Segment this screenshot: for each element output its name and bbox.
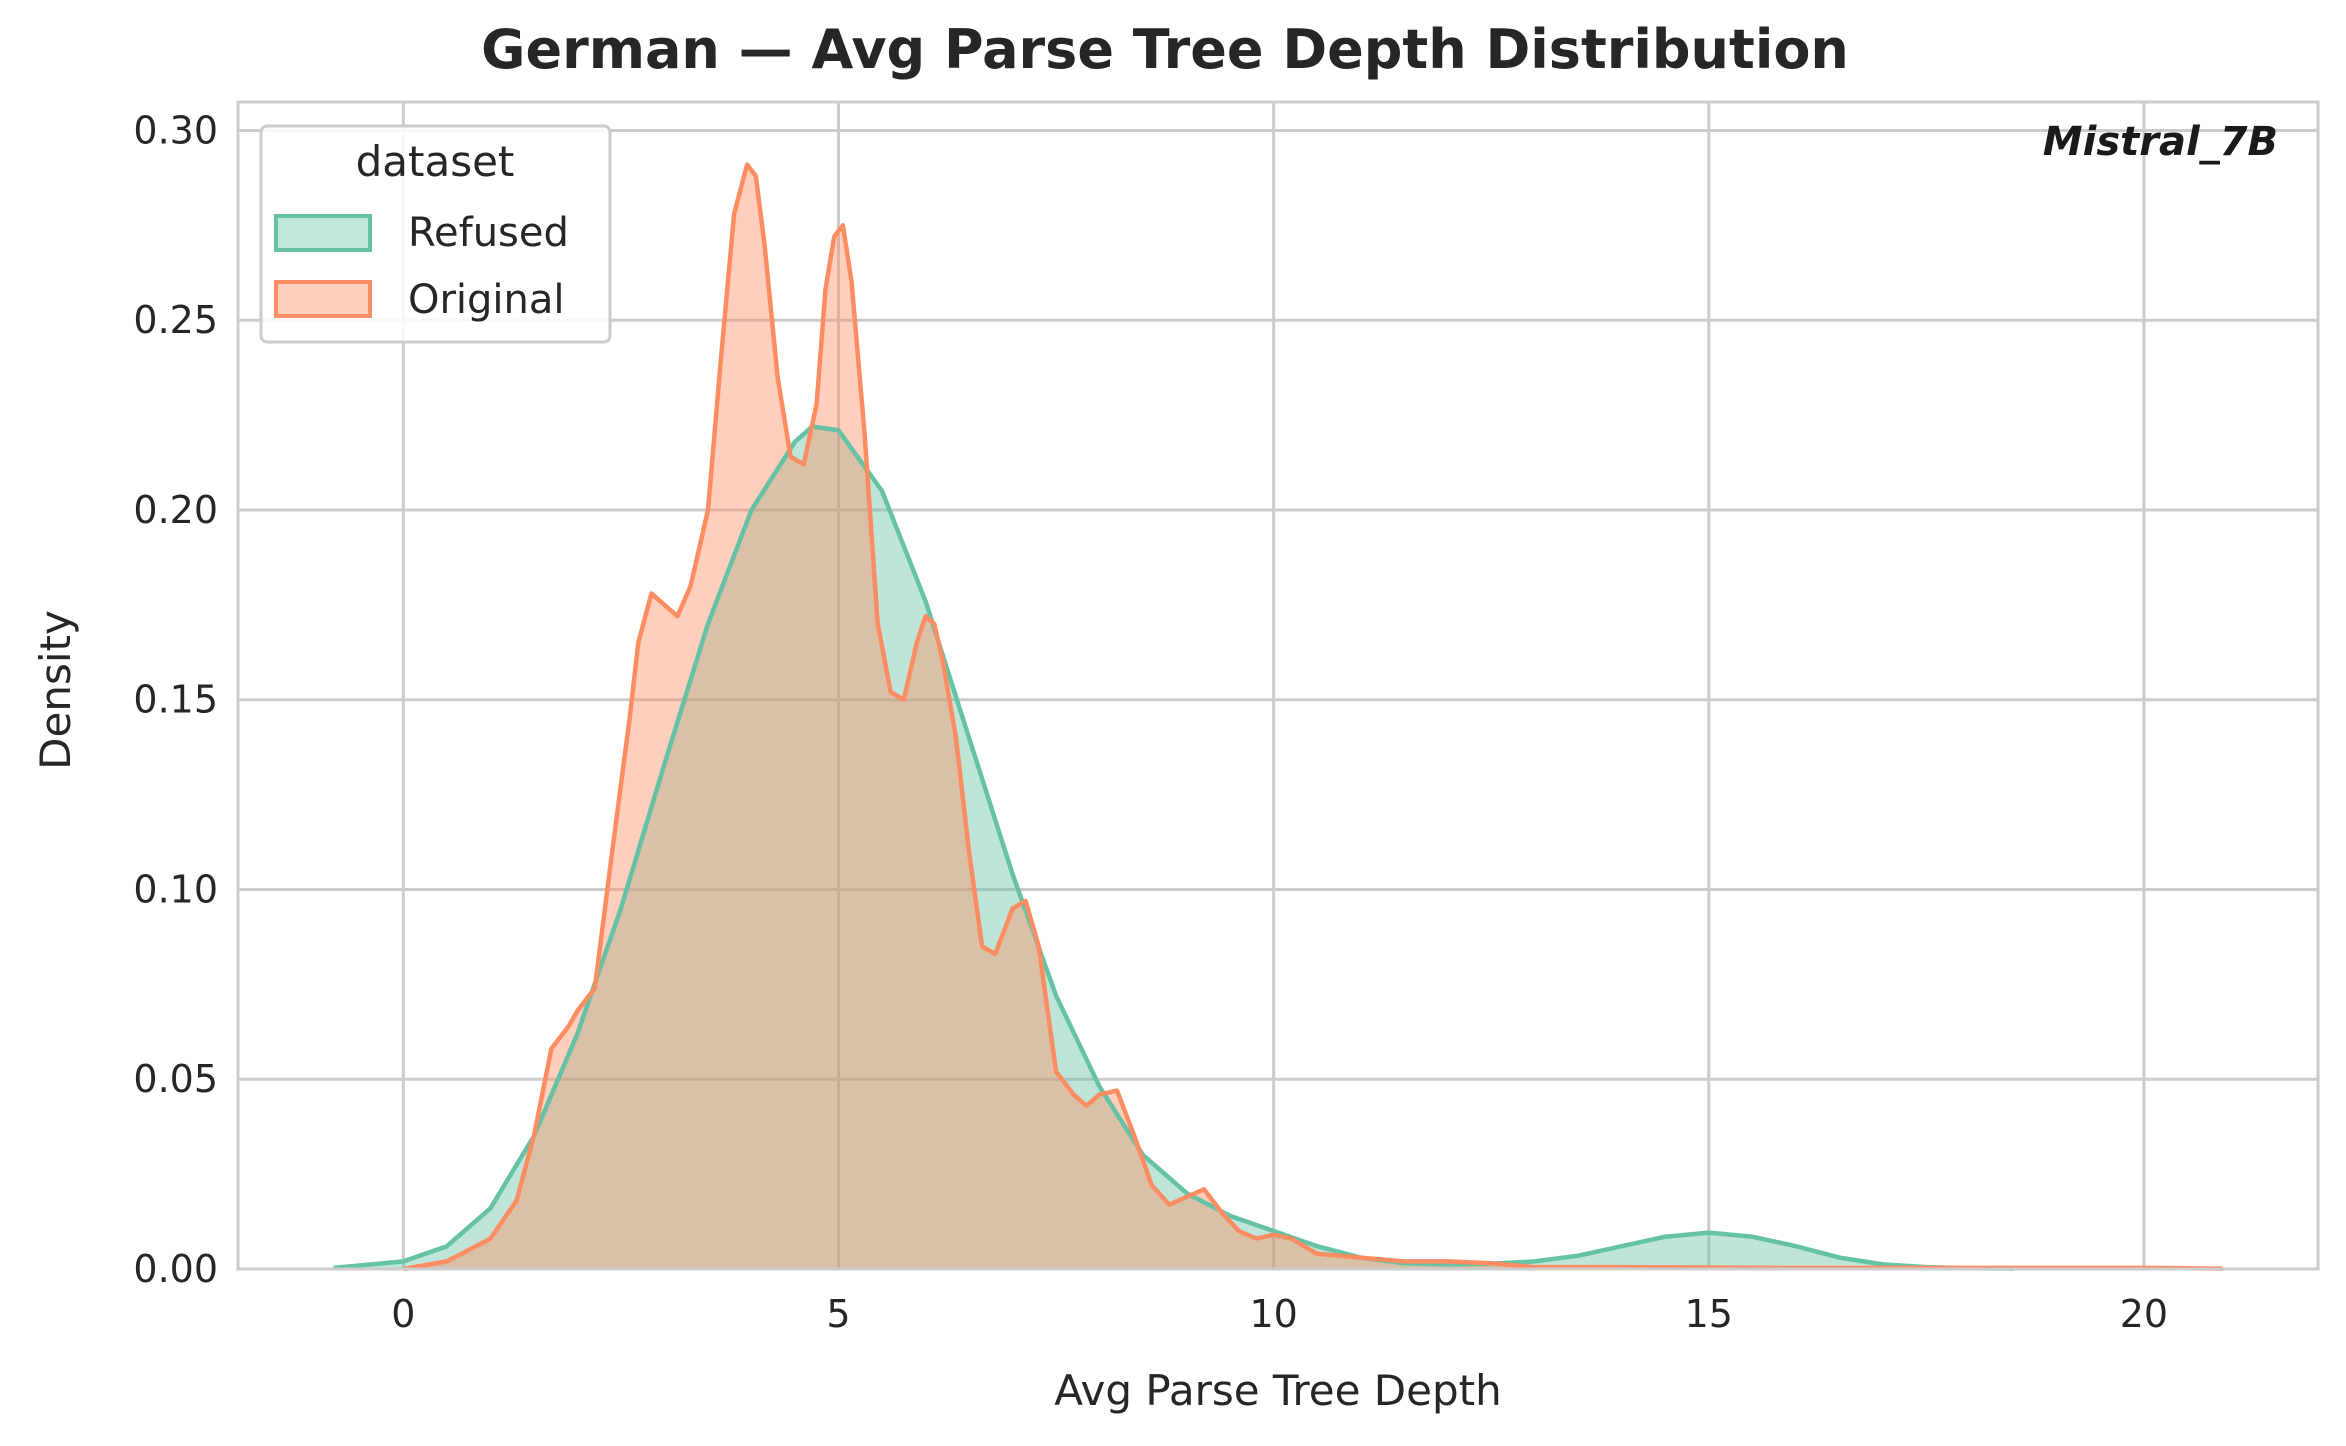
density-area-original — [403, 164, 2223, 1270]
y-tick-label: 0.20 — [133, 488, 218, 532]
x-tick-label: 0 — [391, 1292, 415, 1336]
model-annotation: Mistral_7B — [2043, 119, 2278, 165]
x-axis-label: Avg Parse Tree Depth — [1054, 1366, 1501, 1415]
y-tick-label: 0.05 — [133, 1057, 218, 1101]
density-area-refused — [333, 426, 2014, 1269]
y-tick-label: 0.10 — [133, 867, 218, 911]
series-layer — [333, 162, 2223, 1272]
legend-box — [259, 124, 612, 344]
y-axis-label: Density — [31, 610, 80, 770]
legend-swatch-refused — [274, 214, 372, 252]
chart-title: German — Avg Parse Tree Depth Distributi… — [481, 18, 1849, 81]
x-tick-label: 5 — [826, 1292, 850, 1336]
x-tick-label: 20 — [2120, 1292, 2168, 1336]
legend-label-refused: Refused — [408, 210, 569, 256]
legend-title: dataset — [356, 137, 515, 186]
y-tick-label: 0.00 — [133, 1247, 218, 1291]
plot-frame — [236, 100, 2320, 1271]
legend-label-original: Original — [408, 277, 565, 323]
y-tick-label: 0.25 — [133, 298, 218, 342]
x-tick-label: 10 — [1249, 1292, 1297, 1336]
tick-labels: 0 5 10 15 20 0.00 0.05 0.10 0.15 0.20 0.25 0.30 — [133, 108, 2168, 1336]
y-tick-label: 0.30 — [133, 108, 218, 152]
density-line-refused — [333, 424, 2014, 1271]
density-line-original — [403, 162, 2223, 1272]
legend-swatch-original — [274, 280, 372, 318]
y-tick-label: 0.15 — [133, 678, 218, 722]
x-tick-label: 15 — [1685, 1292, 1733, 1336]
legend: dataset Refused Original — [259, 124, 612, 344]
